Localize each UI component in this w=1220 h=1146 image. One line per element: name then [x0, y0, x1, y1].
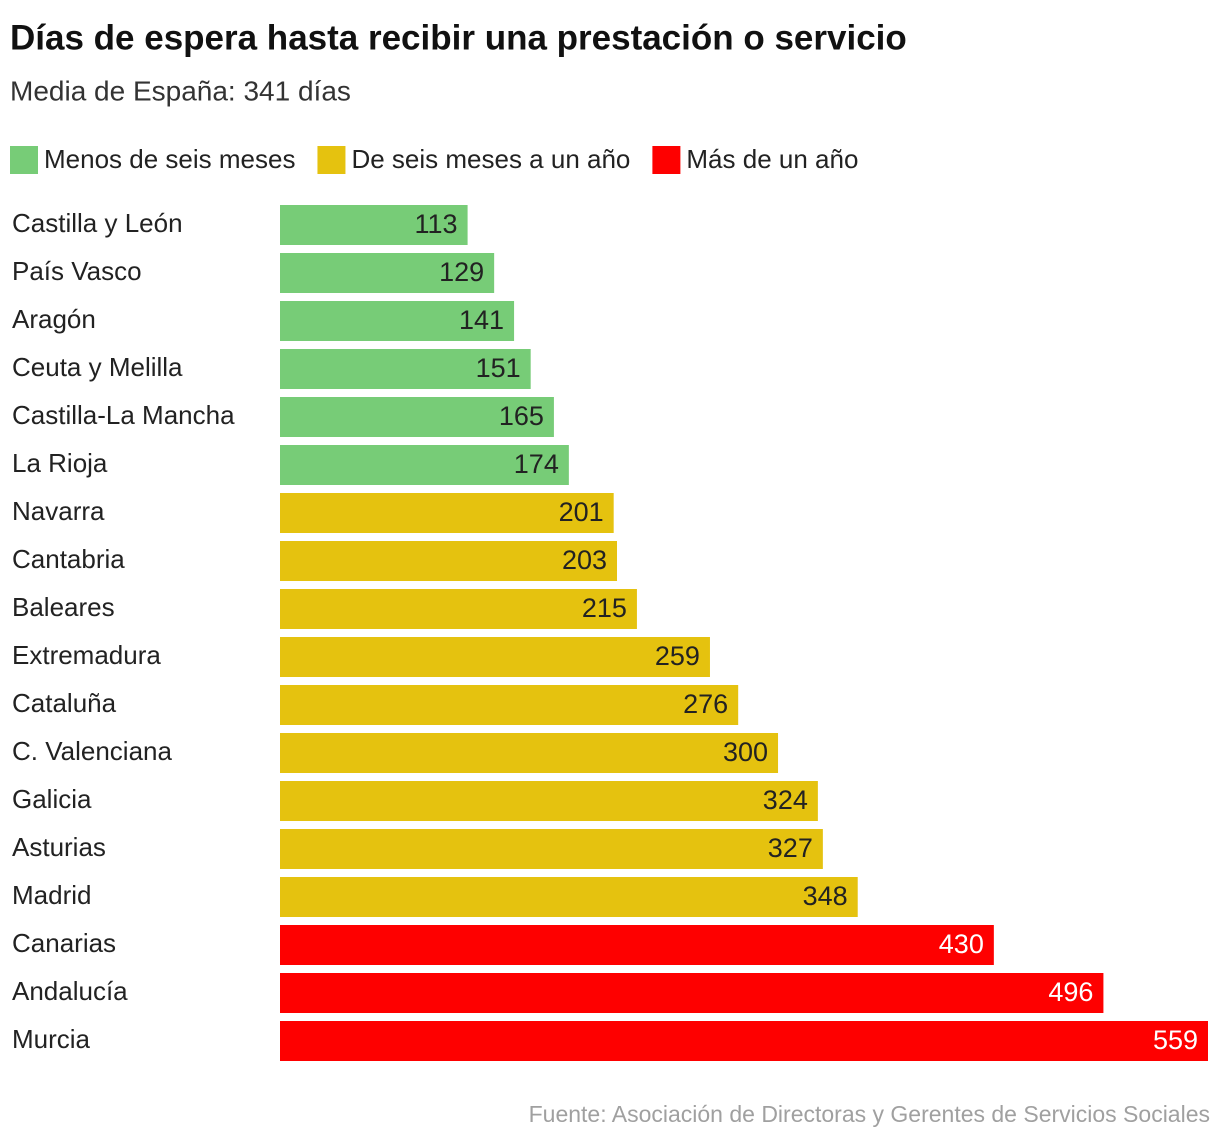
bar	[280, 589, 637, 629]
value-label: 327	[768, 833, 813, 863]
value-label: 151	[476, 353, 521, 383]
bar	[280, 685, 739, 725]
value-label: 496	[1048, 977, 1093, 1007]
bar	[280, 1021, 1208, 1061]
value-label: 141	[459, 305, 504, 335]
bar	[280, 829, 823, 869]
legend-swatch	[10, 146, 38, 174]
value-label: 215	[582, 593, 627, 623]
chart-subtitle: Media de España: 341 días	[10, 75, 351, 106]
value-label: 203	[562, 545, 607, 575]
value-label: 348	[803, 881, 848, 911]
category-label: C. Valenciana	[12, 736, 172, 766]
value-label: 201	[559, 497, 604, 527]
category-label: Murcia	[12, 1024, 91, 1054]
value-label: 259	[655, 641, 700, 671]
category-label: País Vasco	[12, 256, 142, 286]
value-label: 430	[939, 929, 984, 959]
legend-swatch	[652, 146, 681, 174]
value-label: 559	[1153, 1025, 1198, 1055]
category-label: Asturias	[12, 832, 106, 862]
bar	[280, 205, 468, 245]
legend-label: Menos de seis meses	[44, 144, 295, 174]
value-label: 300	[723, 737, 768, 767]
category-label: Canarias	[12, 928, 116, 958]
category-label: Cataluña	[12, 688, 117, 718]
value-label: 174	[514, 449, 559, 479]
bar	[280, 925, 994, 965]
legend-label: De seis meses a un año	[351, 144, 630, 174]
category-label: Baleares	[12, 592, 115, 622]
bar	[280, 397, 554, 437]
bar	[280, 637, 710, 677]
category-label: Castilla y León	[12, 208, 183, 238]
legend-label: Más de un año	[686, 144, 858, 174]
bar	[280, 541, 618, 581]
bar	[280, 445, 569, 485]
bar	[280, 781, 818, 821]
bar	[280, 733, 779, 773]
category-label: Cantabria	[12, 544, 125, 574]
bar	[280, 253, 495, 293]
bar	[280, 877, 858, 917]
bar	[280, 301, 515, 341]
chart-title: Días de espera hasta recibir una prestac…	[10, 18, 907, 57]
bar	[280, 349, 531, 389]
category-label: Castilla-La Mancha	[12, 400, 235, 430]
category-label: Madrid	[12, 880, 91, 910]
category-label: Galicia	[12, 784, 92, 814]
value-label: 129	[439, 257, 484, 287]
bar	[280, 973, 1104, 1013]
category-label: La Rioja	[12, 448, 108, 478]
value-label: 324	[763, 785, 808, 815]
category-label: Ceuta y Melilla	[12, 352, 183, 382]
category-label: Navarra	[12, 496, 105, 526]
legend-swatch	[317, 146, 346, 174]
category-label: Extremadura	[12, 640, 161, 670]
bar	[280, 493, 614, 533]
category-label: Aragón	[12, 304, 96, 334]
value-label: 276	[683, 689, 728, 719]
value-label: 113	[415, 209, 458, 239]
value-label: 165	[499, 401, 544, 431]
source: Fuente: Asociación de Directoras y Geren…	[529, 1101, 1210, 1127]
category-label: Andalucía	[12, 976, 128, 1006]
